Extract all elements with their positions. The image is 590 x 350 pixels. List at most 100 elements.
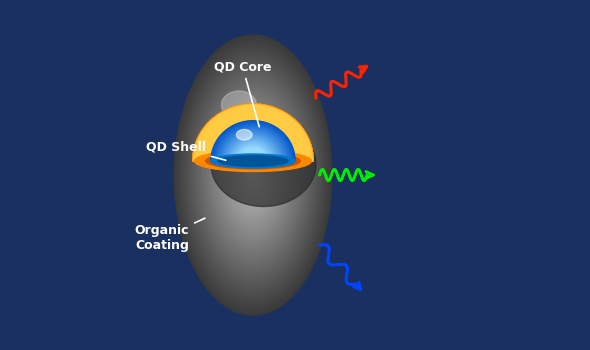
Polygon shape (239, 147, 267, 161)
Polygon shape (231, 139, 276, 161)
Polygon shape (229, 138, 277, 161)
Ellipse shape (205, 90, 301, 260)
Ellipse shape (179, 43, 327, 307)
Ellipse shape (252, 174, 254, 176)
Ellipse shape (231, 136, 275, 214)
Ellipse shape (228, 132, 277, 218)
Polygon shape (234, 143, 272, 161)
Polygon shape (234, 142, 272, 161)
Ellipse shape (211, 99, 296, 251)
Polygon shape (211, 121, 294, 161)
Polygon shape (194, 104, 313, 161)
Polygon shape (232, 140, 274, 161)
Ellipse shape (235, 143, 271, 207)
Polygon shape (193, 104, 313, 161)
Polygon shape (194, 105, 313, 161)
Ellipse shape (245, 161, 261, 189)
Ellipse shape (244, 158, 263, 192)
Polygon shape (217, 126, 289, 161)
Ellipse shape (198, 77, 308, 273)
Polygon shape (222, 131, 284, 161)
Ellipse shape (251, 171, 255, 179)
Ellipse shape (185, 55, 321, 295)
Ellipse shape (224, 123, 282, 227)
Polygon shape (194, 105, 312, 161)
Ellipse shape (195, 150, 312, 172)
Polygon shape (226, 135, 280, 161)
Polygon shape (226, 135, 280, 161)
Ellipse shape (208, 95, 298, 255)
Polygon shape (212, 122, 294, 161)
Ellipse shape (213, 104, 293, 246)
Polygon shape (193, 104, 313, 161)
Polygon shape (212, 121, 294, 161)
Polygon shape (232, 141, 274, 161)
Ellipse shape (232, 139, 274, 211)
Polygon shape (194, 105, 312, 161)
Polygon shape (193, 104, 313, 161)
Polygon shape (194, 105, 312, 161)
Ellipse shape (207, 94, 299, 256)
Ellipse shape (238, 148, 268, 202)
Polygon shape (213, 122, 293, 161)
Polygon shape (240, 148, 267, 161)
Polygon shape (195, 106, 312, 161)
Polygon shape (225, 134, 281, 161)
Ellipse shape (206, 153, 300, 169)
Polygon shape (194, 105, 312, 161)
Polygon shape (194, 105, 312, 161)
Ellipse shape (199, 78, 307, 272)
Polygon shape (194, 105, 312, 161)
Polygon shape (219, 128, 287, 161)
Ellipse shape (192, 66, 314, 284)
Ellipse shape (202, 85, 303, 265)
Ellipse shape (251, 172, 254, 178)
Ellipse shape (223, 122, 283, 228)
Polygon shape (194, 105, 312, 161)
Ellipse shape (182, 49, 324, 301)
Polygon shape (215, 125, 291, 161)
Polygon shape (237, 145, 270, 161)
Ellipse shape (189, 62, 317, 288)
Polygon shape (194, 105, 312, 161)
Ellipse shape (242, 155, 264, 195)
Polygon shape (218, 127, 289, 161)
Polygon shape (216, 126, 290, 161)
Polygon shape (194, 105, 313, 161)
Polygon shape (194, 105, 312, 161)
Polygon shape (225, 134, 281, 161)
Polygon shape (216, 125, 290, 161)
Ellipse shape (248, 167, 258, 183)
Ellipse shape (232, 137, 274, 213)
Polygon shape (194, 105, 312, 161)
Polygon shape (211, 121, 295, 161)
Polygon shape (218, 127, 288, 161)
Polygon shape (194, 105, 312, 161)
Polygon shape (194, 105, 312, 161)
Ellipse shape (212, 102, 294, 248)
Polygon shape (194, 105, 312, 161)
Polygon shape (193, 104, 313, 161)
Ellipse shape (194, 70, 312, 280)
Polygon shape (235, 144, 271, 161)
Ellipse shape (230, 134, 276, 216)
Ellipse shape (178, 41, 329, 309)
Polygon shape (217, 127, 289, 161)
Polygon shape (194, 105, 312, 161)
Ellipse shape (202, 84, 304, 266)
Text: Organic
Coating: Organic Coating (135, 218, 205, 252)
Polygon shape (219, 128, 287, 161)
Polygon shape (194, 105, 313, 161)
Polygon shape (194, 106, 312, 161)
Polygon shape (215, 124, 291, 161)
Polygon shape (237, 146, 268, 161)
Ellipse shape (237, 130, 252, 140)
Polygon shape (224, 133, 282, 161)
Ellipse shape (176, 38, 330, 312)
Ellipse shape (218, 113, 288, 237)
Ellipse shape (191, 64, 315, 286)
Ellipse shape (230, 133, 277, 217)
Ellipse shape (211, 154, 295, 168)
Polygon shape (193, 104, 313, 161)
Ellipse shape (221, 119, 284, 231)
